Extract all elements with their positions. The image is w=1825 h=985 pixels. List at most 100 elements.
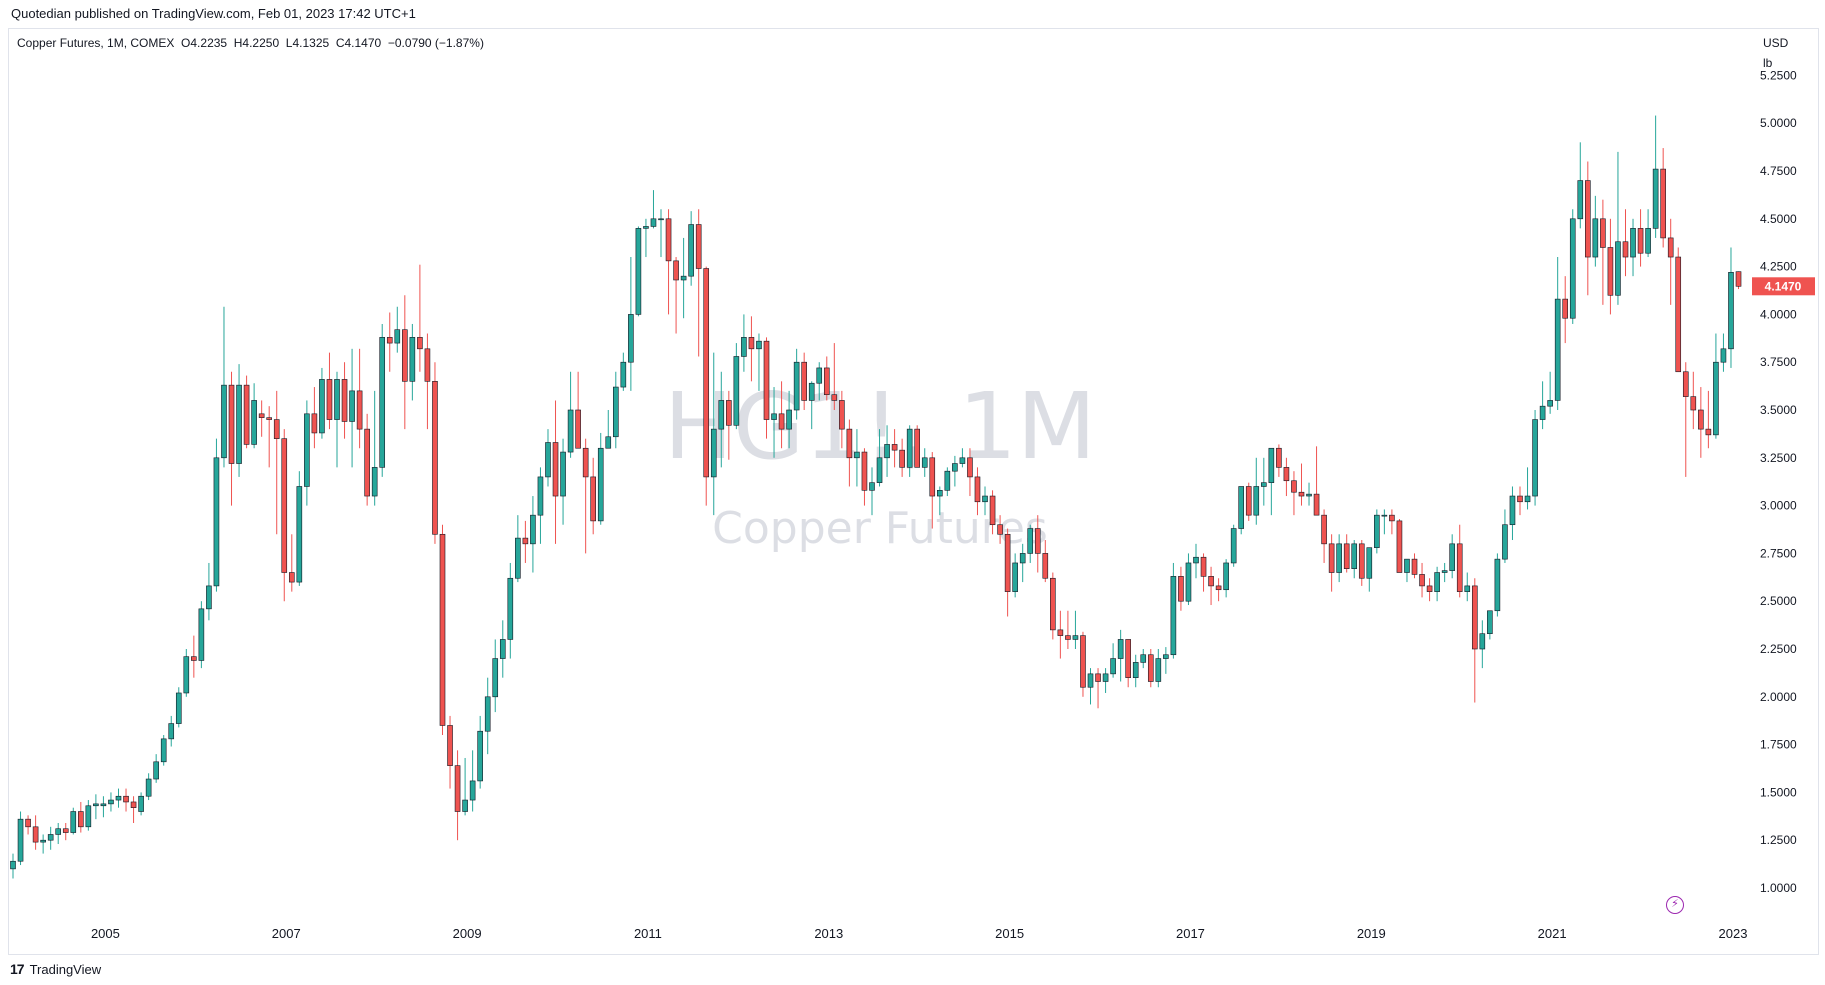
candle-body (206, 585, 212, 610)
candle-body (1622, 241, 1629, 258)
candle-body (635, 228, 642, 315)
candle-body (93, 803, 99, 807)
candle-body (1065, 635, 1071, 640)
candle-body (628, 314, 634, 363)
candle-body (386, 337, 393, 344)
candle-body (1306, 493, 1312, 497)
candle-body (989, 495, 996, 526)
candle-body (906, 428, 913, 468)
candle-body (1283, 467, 1290, 482)
candle-body (959, 457, 966, 464)
y-tick-label: 2.2500 (1760, 642, 1797, 656)
candle-body (1336, 543, 1342, 573)
currency-label: USD (1763, 36, 1789, 50)
candle-body (1637, 228, 1644, 254)
candle-body (854, 451, 860, 459)
candle-body (1261, 482, 1267, 487)
candle-body (1366, 547, 1373, 579)
candle-body (25, 818, 31, 828)
candle-body (266, 417, 272, 420)
candle-body (831, 394, 838, 401)
candle-body (100, 803, 107, 807)
candle-body (673, 260, 679, 281)
candle-body (763, 340, 770, 420)
tradingview-logo-icon: 17 (10, 961, 25, 977)
candle-body (1615, 241, 1621, 296)
y-tick-label: 5.2500 (1760, 68, 1797, 82)
candle-body (183, 656, 190, 694)
candle-body (1705, 428, 1712, 436)
candle-body (650, 218, 657, 227)
candle-body (974, 476, 981, 503)
candle-body (582, 447, 589, 478)
candle-body (899, 449, 905, 468)
candle-body (703, 268, 710, 478)
candle-body (10, 860, 16, 870)
candle-body (402, 329, 408, 382)
candle-body (462, 799, 468, 812)
candle-body (876, 457, 883, 483)
candle-body (424, 348, 431, 382)
candle-body (1645, 228, 1651, 254)
candle-body (1419, 574, 1425, 587)
candle-body (507, 577, 514, 640)
candle-body (1080, 635, 1086, 688)
candle-body (1539, 405, 1546, 420)
candle-body (560, 451, 566, 497)
candle-body (1132, 662, 1139, 678)
candle-body (1471, 585, 1478, 650)
candle-body (937, 490, 943, 497)
published-text: Quotedian published on TradingView.com, … (11, 6, 416, 21)
candle-body (1095, 673, 1101, 682)
candle-body (1276, 447, 1282, 468)
candle-body (567, 409, 574, 453)
candle-body (243, 384, 250, 445)
y-tick-label: 3.2500 (1760, 451, 1797, 465)
y-tick-label: 1.5000 (1760, 785, 1797, 799)
candle-body (891, 444, 898, 451)
candle-body (929, 457, 936, 497)
candle-body (1034, 528, 1041, 554)
y-tick-label: 4.5000 (1760, 212, 1797, 226)
candle-body (1449, 543, 1455, 571)
candle-body (447, 725, 453, 766)
candle-body (191, 656, 197, 661)
candle-body (439, 533, 446, 726)
candle-body (846, 428, 853, 459)
candle-body (1147, 654, 1154, 682)
candle-body (432, 381, 438, 535)
x-tick-label: 2009 (453, 926, 482, 941)
candle-body (620, 361, 627, 388)
candle-body (839, 400, 845, 430)
candle-body (1411, 558, 1418, 575)
candle-body (236, 384, 242, 464)
candle-body (1554, 298, 1561, 401)
candle-body (198, 608, 205, 661)
candle-body (1524, 495, 1531, 503)
candle-body (1592, 218, 1599, 258)
candle-body (997, 524, 1003, 535)
candle-body (1253, 486, 1260, 516)
candle-body (1140, 654, 1147, 663)
candle-body (680, 275, 687, 281)
x-tick-label: 2017 (1176, 926, 1205, 941)
candle-body (1660, 168, 1666, 239)
candle-body (801, 361, 807, 401)
candle-body (1223, 562, 1229, 591)
candle-body (1291, 480, 1297, 493)
candle-body (665, 218, 672, 262)
candle-body (1577, 180, 1584, 220)
candle-body (793, 361, 800, 411)
candle-body (733, 356, 740, 426)
lightning-icon[interactable]: ⚡ (1666, 896, 1684, 914)
candle-body (1057, 629, 1064, 636)
candle-body (575, 409, 581, 449)
candle-body (884, 444, 890, 459)
candle-body (605, 436, 612, 449)
candle-body (808, 382, 815, 401)
candle-body (160, 738, 167, 763)
x-tick-label: 2015 (995, 926, 1024, 941)
candle-body (78, 811, 84, 828)
candle-body (153, 761, 159, 780)
